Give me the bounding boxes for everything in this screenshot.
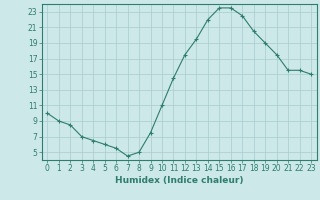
X-axis label: Humidex (Indice chaleur): Humidex (Indice chaleur)	[115, 176, 244, 185]
